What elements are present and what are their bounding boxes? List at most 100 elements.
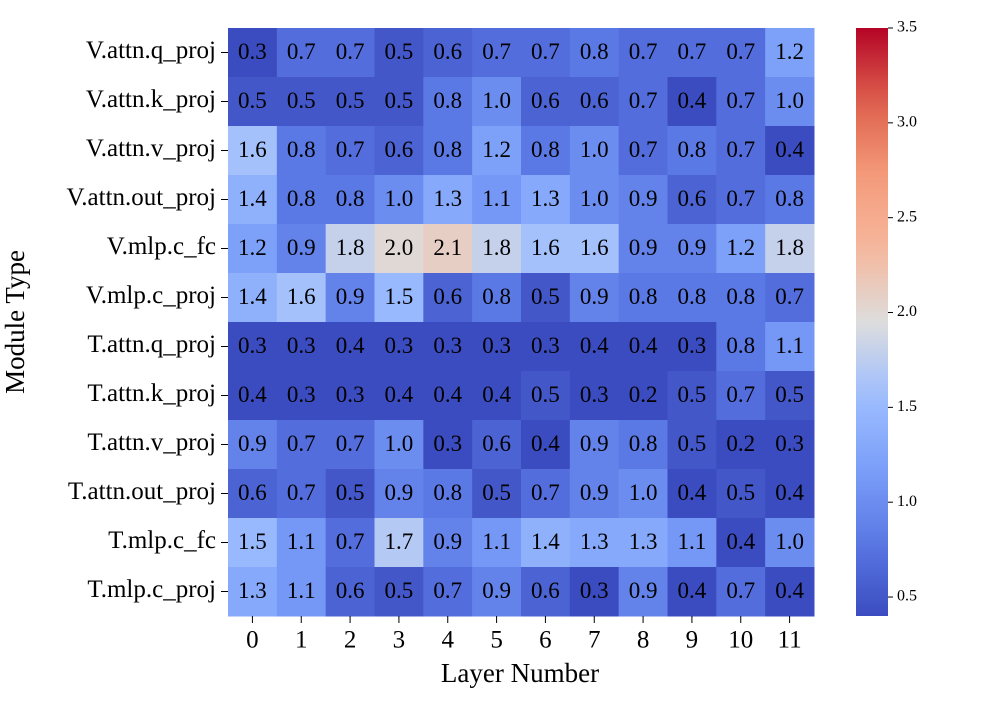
cell-label: 0.9 <box>336 284 365 309</box>
cell <box>276 518 327 568</box>
cell <box>667 420 717 470</box>
cell-label: 0.5 <box>678 382 707 407</box>
x-tick-label: 3 <box>393 627 406 654</box>
cell <box>667 567 717 617</box>
cell-label: 1.2 <box>482 137 511 162</box>
cell-label: 0.4 <box>726 529 755 554</box>
cell <box>569 322 620 372</box>
cell <box>569 175 620 225</box>
x-tick-label: 0 <box>246 627 259 654</box>
cell-label: 0.9 <box>629 186 658 211</box>
y-tick-label: T.mlp.c_proj <box>87 576 216 603</box>
cell-label: 0.4 <box>775 578 804 603</box>
cell-label: 1.0 <box>580 137 609 162</box>
cell-label: 0.6 <box>238 480 267 505</box>
cell <box>667 518 717 568</box>
cell <box>325 175 375 225</box>
cell <box>325 322 375 372</box>
cell-label: 0.5 <box>678 431 707 456</box>
cell <box>374 518 424 568</box>
cell <box>521 518 571 568</box>
cell <box>472 126 522 176</box>
cell <box>276 175 327 225</box>
cell <box>765 126 815 176</box>
cell-label: 0.8 <box>678 284 707 309</box>
cell-label: 0.3 <box>482 333 511 358</box>
cell <box>618 420 668 470</box>
cell <box>325 567 375 617</box>
cell-label: 1.0 <box>385 431 414 456</box>
cell-label: 0.3 <box>336 382 365 407</box>
cell <box>374 77 424 127</box>
cell-label: 0.3 <box>433 431 462 456</box>
cell-label: 1.1 <box>287 578 316 603</box>
cell <box>716 224 766 274</box>
cell-label: 0.9 <box>678 235 707 260</box>
cell <box>521 273 571 323</box>
cell <box>228 126 278 176</box>
cell-label: 0.7 <box>726 137 755 162</box>
cell-label: 0.6 <box>531 88 560 113</box>
cell <box>423 567 473 617</box>
cell <box>423 371 473 421</box>
cell-label: 0.5 <box>775 382 804 407</box>
x-tick-label: 8 <box>637 627 650 654</box>
cell-label: 1.5 <box>385 284 414 309</box>
cell-label: 0.9 <box>287 235 316 260</box>
x-tick-label: 4 <box>442 627 455 654</box>
cell-label: 1.8 <box>336 235 365 260</box>
cell <box>374 175 424 225</box>
cell <box>618 77 668 127</box>
cell-label: 0.7 <box>287 431 316 456</box>
y-tick-label: T.attn.q_proj <box>87 331 216 358</box>
cell-label: 0.8 <box>726 333 755 358</box>
y-tick-label: V.mlp.c_fc <box>107 233 216 260</box>
cell <box>765 518 815 568</box>
cell <box>716 469 766 519</box>
colorbar-tick-label: 1.0 <box>897 493 917 510</box>
cell-label: 0.3 <box>287 382 316 407</box>
cell <box>618 175 668 225</box>
cell <box>716 371 766 421</box>
cell <box>716 567 766 617</box>
cell <box>374 567 424 617</box>
cell-label: 0.5 <box>385 39 414 64</box>
cell-label: 0.7 <box>531 39 560 64</box>
cell <box>667 77 717 127</box>
cell-label: 0.4 <box>433 382 462 407</box>
cell <box>228 518 278 568</box>
x-tick-label: 5 <box>490 627 503 654</box>
cell-label: 0.9 <box>385 480 414 505</box>
cell-label: 0.8 <box>287 186 316 211</box>
cell <box>472 273 522 323</box>
cell-label: 0.9 <box>580 284 609 309</box>
cell <box>618 469 668 519</box>
cell <box>716 518 766 568</box>
cell-label: 0.5 <box>336 480 365 505</box>
x-tick-label: 7 <box>588 627 601 654</box>
cell <box>716 175 766 225</box>
cell <box>716 420 766 470</box>
cell <box>472 28 522 78</box>
y-tick-label: T.attn.v_proj <box>87 429 216 456</box>
cell-label: 1.0 <box>482 88 511 113</box>
cell-label: 1.4 <box>238 186 267 211</box>
cell-label: 0.7 <box>433 578 462 603</box>
cell <box>569 273 620 323</box>
cell <box>325 469 375 519</box>
cell <box>521 420 571 470</box>
cell <box>667 28 717 78</box>
cell-label: 0.6 <box>531 578 560 603</box>
cell <box>765 77 815 127</box>
y-tick-label: V.attn.v_proj <box>86 135 216 162</box>
cell <box>472 371 522 421</box>
cell <box>228 273 278 323</box>
cell <box>276 126 327 176</box>
cell <box>521 567 571 617</box>
cell <box>521 371 571 421</box>
cell-label: 0.7 <box>629 137 658 162</box>
cell-label: 1.6 <box>287 284 316 309</box>
cell <box>276 322 327 372</box>
cell <box>765 469 815 519</box>
cell-label: 0.7 <box>726 186 755 211</box>
